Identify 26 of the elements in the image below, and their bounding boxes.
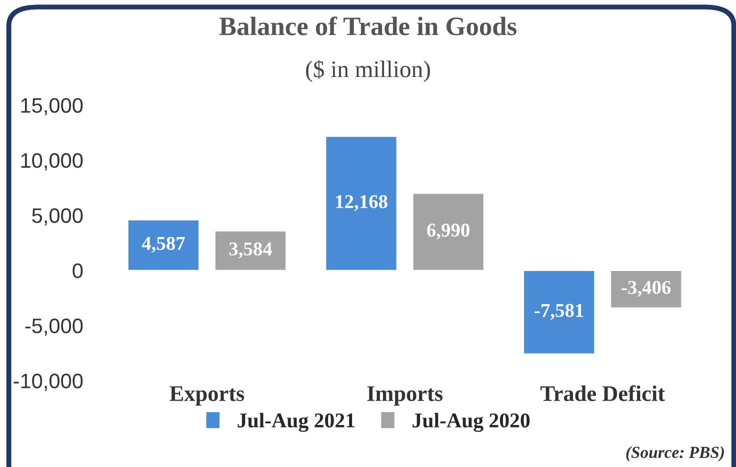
x-tick-label: Exports [170, 386, 244, 406]
bar [127, 219, 200, 271]
text: (Source: PBS) [626, 446, 724, 462]
legend-label: Jul-Aug 2020 [412, 412, 530, 432]
y-tick-label: -10,000 [14, 374, 83, 391]
y-tick-label: 5,000 [32, 208, 83, 226]
x-tick-label: Trade Deficit [540, 385, 665, 402]
bar [325, 136, 398, 271]
data-label: 4,587 [142, 236, 185, 253]
chart-subtitle: ($ in million) [306, 60, 430, 82]
data-label: 6,990 [427, 224, 470, 240]
x-tick-label: Imports [367, 386, 443, 406]
y-tick-label: 0 [72, 263, 83, 278]
data-label: 12,168 [336, 195, 388, 212]
y-tick-label: 15,000 [21, 98, 83, 116]
bar [610, 270, 682, 308]
chart-title: Balance of Trade in Goods [219, 16, 516, 36]
data-label: -3,406 [622, 280, 671, 297]
y-tick-label: 10,000 [21, 153, 83, 170]
data-label: 3,584 [229, 242, 272, 258]
bar [522, 270, 596, 354]
y-tick-label: -5,000 [25, 318, 83, 336]
bar [214, 230, 287, 271]
legend-label: Jul-Aug 2021 [238, 412, 354, 432]
data-label: -7,581 [534, 304, 584, 320]
bar [412, 192, 484, 271]
